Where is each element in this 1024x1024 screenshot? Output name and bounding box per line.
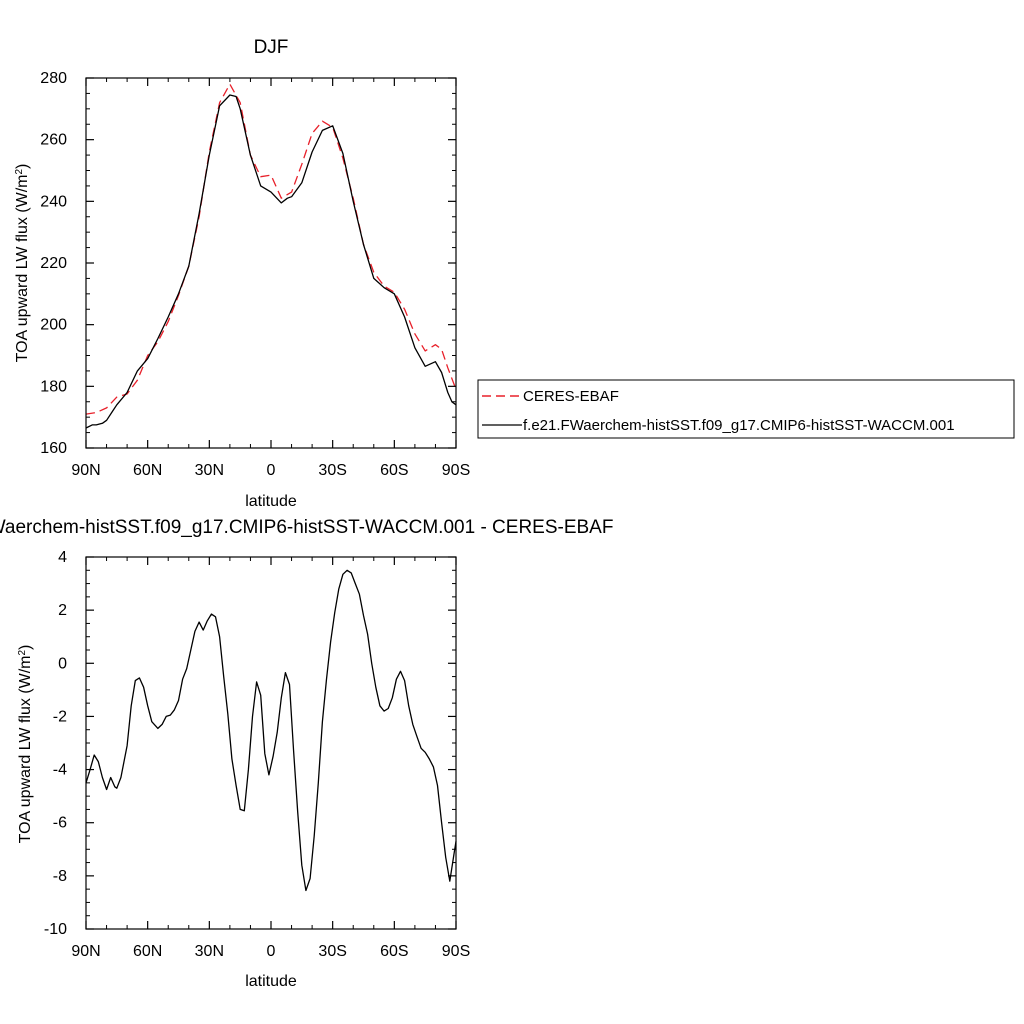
difference-chart-title: f.e21.FWaerchem-histSST.f09_g17.CMIP6-hi… [0,517,613,538]
difference-x-tick-label: 0 [267,943,276,960]
flux-y-tick-label: 260 [40,132,67,149]
difference-y-axis-label: TOA upward LW flux (W/m2) [17,645,35,844]
flux-x-tick-label: 30S [318,462,346,479]
difference-y-tick-label: 2 [58,602,67,619]
flux-x-tick-label: 60S [380,462,408,479]
flux-plot-frame [85,77,457,449]
flux-chart-title: DJF [254,37,289,58]
flux-y-tick-label: 240 [40,193,67,210]
flux-y-tick-label: 200 [40,317,67,334]
flux-y-axis-label: TOA upward LW flux (W/m2) [14,164,32,363]
flux-y-tick-label: 280 [40,70,67,87]
difference-y-tick-label: -10 [44,921,67,938]
legend-label-model: f.e21.FWaerchem-histSST.f09_g17.CMIP6-hi… [523,417,955,434]
flux-x-tick-label: 90S [442,462,470,479]
flux-y-tick-label: 220 [40,255,67,272]
difference-x-tick-label: 90N [71,943,100,960]
flux-series-line-1 [85,94,457,429]
difference-x-tick-label: 60N [133,943,162,960]
difference-series-line-0 [85,569,457,892]
difference-x-tick-label: 30N [195,943,224,960]
difference-plot-frame [85,556,457,930]
difference-y-tick-label: -4 [53,762,67,779]
flux-x-axis-label: latitude [245,493,297,510]
difference-y-tick-label: 4 [58,549,67,566]
legend-label-ceres-ebaf: CERES-EBAF [523,388,619,405]
legend: CERES-EBAF f.e21.FWaerchem-histSST.f09_g… [477,379,1015,439]
difference-y-tick-label: -6 [53,815,67,832]
difference-y-tick-label: -2 [53,708,67,725]
flux-chart: DJF 90N 60N 30N 0 30S 60S 90S 160 180 200 220 240 26… [14,37,1015,510]
flux-series-line-0 [85,83,457,415]
flux-x-tick-label: 0 [267,462,276,479]
flux-x-tick-label: 30N [195,462,224,479]
difference-y-tick-label: -8 [53,868,67,885]
difference-x-tick-label: 60S [380,943,408,960]
difference-y-tick-label: 0 [58,655,67,672]
flux-y-tick-label: 160 [40,440,67,457]
legend-box [477,379,1015,439]
difference-x-tick-label: 90S [442,943,470,960]
flux-x-tick-label: 60N [133,462,162,479]
difference-x-tick-label: 30S [318,943,346,960]
difference-x-axis-label: latitude [245,973,297,990]
difference-chart: f.e21.FWaerchem-histSST.f09_g17.CMIP6-hi… [0,517,613,990]
flux-x-tick-label: 90N [71,462,100,479]
flux-y-tick-label: 180 [40,378,67,395]
